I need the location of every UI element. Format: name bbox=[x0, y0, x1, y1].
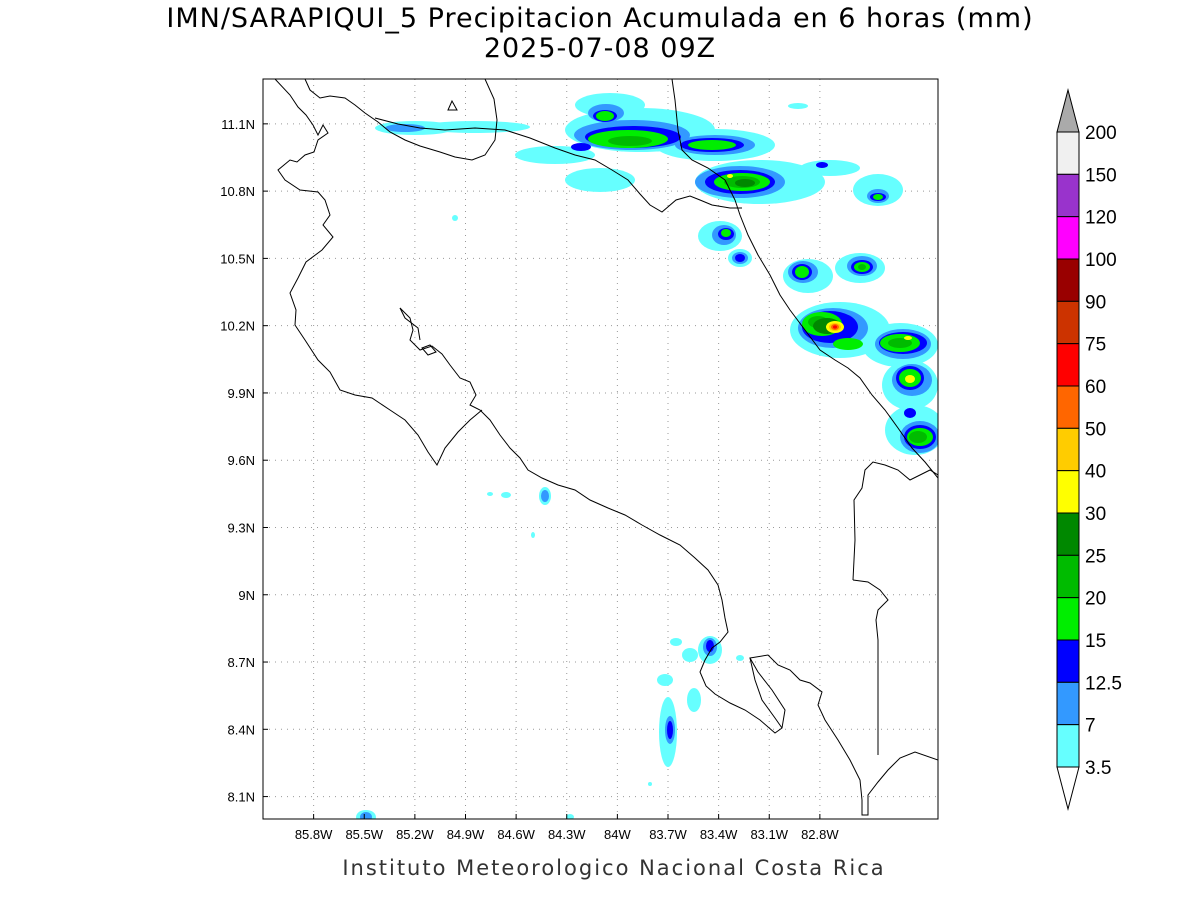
colorbar-label: 120 bbox=[1085, 208, 1117, 229]
map-background bbox=[263, 79, 938, 819]
map-title: IMN/SARAPIQUI_5 Precipitacion Acumulada … bbox=[166, 3, 1034, 34]
colorbar-box bbox=[1056, 470, 1080, 514]
colorbar-label: 3.5 bbox=[1085, 758, 1111, 779]
precipitation-field bbox=[356, 93, 938, 819]
colorbar-label: 20 bbox=[1085, 589, 1106, 610]
colorbar-box bbox=[1056, 216, 1080, 260]
colorbar-label: 100 bbox=[1085, 250, 1117, 271]
colorbar: 3.5 7 12.5 15 20 25 30 40 50 60 75 90 100 120 150 200 bbox=[1056, 88, 1122, 811]
x-tick-label: 82.8W bbox=[801, 827, 839, 842]
rio-san-juan-east bbox=[671, 79, 736, 201]
x-tick-label: 84.6W bbox=[497, 827, 535, 842]
colorbar-box bbox=[1056, 639, 1080, 683]
colorbar-label: 200 bbox=[1085, 123, 1117, 144]
x-tick-label: 85.8W bbox=[295, 827, 333, 842]
colorbar-box bbox=[1056, 512, 1080, 556]
colorbar-box bbox=[1056, 554, 1080, 599]
y-tick-label: 8.7N bbox=[228, 655, 255, 670]
y-tick-label: 9.6N bbox=[228, 453, 255, 468]
colorbar-label: 60 bbox=[1085, 377, 1106, 398]
colorbar-label: 30 bbox=[1085, 504, 1106, 525]
colorbar-box bbox=[1056, 258, 1080, 302]
nicoya-peninsula-and-gulf bbox=[399, 307, 938, 816]
colorbar-label: 50 bbox=[1085, 419, 1106, 440]
lake-nicaragua-shore bbox=[304, 79, 498, 161]
y-tick-label: 10.2N bbox=[220, 319, 255, 334]
x-tick-label: 83.7W bbox=[649, 827, 687, 842]
y-tick-label: 9.9N bbox=[228, 386, 255, 401]
panama-border bbox=[852, 461, 938, 581]
colorbar-box bbox=[1056, 385, 1080, 429]
colorbar-label: 15 bbox=[1085, 631, 1106, 652]
x-tick-label: 83.1W bbox=[750, 827, 788, 842]
osa-peninsula bbox=[749, 657, 783, 729]
coastlines-and-borders bbox=[274, 79, 938, 816]
y-tick-label: 11.1N bbox=[221, 117, 255, 132]
nicoya-gulf-island bbox=[421, 344, 437, 356]
y-tick-label: 9.3N bbox=[228, 520, 255, 535]
colorbar-label: 90 bbox=[1085, 292, 1106, 313]
colorbar-box bbox=[1056, 427, 1080, 472]
map-subtitle-datetime: 2025-07-08 09Z bbox=[483, 33, 717, 64]
x-tick-label: 84.3W bbox=[548, 827, 586, 842]
x-tick-label: 83.4W bbox=[700, 827, 738, 842]
colorbar-box bbox=[1056, 300, 1080, 345]
colorbar-label: 25 bbox=[1085, 546, 1106, 567]
y-tick-label: 10.8N bbox=[220, 184, 255, 199]
caribbean-coast bbox=[734, 199, 938, 479]
small-island-north bbox=[447, 99, 458, 111]
colorbar-box bbox=[1056, 173, 1080, 218]
nicaragua-pacific-coast bbox=[274, 79, 483, 466]
panama-border-south bbox=[852, 579, 889, 755]
latitude-axis: 11.1N 10.8N 10.5N 10.2N 9.9N 9.6N 9.3N 9N 8.7N 8.… bbox=[220, 117, 268, 805]
x-tick-label: 85.2W bbox=[396, 827, 434, 842]
colorbar-label: 40 bbox=[1085, 462, 1106, 483]
y-tick-label: 8.4N bbox=[228, 722, 255, 737]
colorbar-label: 150 bbox=[1085, 165, 1117, 186]
colorbar-bottom-arrow bbox=[1056, 766, 1080, 811]
x-tick-label: 84.9W bbox=[447, 827, 485, 842]
footer-credit: Instituto Meteorologico Nacional Costa R… bbox=[342, 856, 886, 880]
colorbar-box bbox=[1056, 681, 1080, 726]
colorbar-label: 7 bbox=[1085, 716, 1096, 737]
colorbar-label: 75 bbox=[1085, 335, 1106, 356]
precip-level-60 bbox=[833, 325, 837, 329]
y-tick-label: 10.5N bbox=[220, 251, 255, 266]
longitude-axis: 85.8W 85.5W 85.2W 84.9W 84.6W 84.3W 84W 83.7W 83… bbox=[295, 814, 839, 842]
nicaragua-costa-rica-border bbox=[374, 117, 742, 213]
colorbar-label: 12.5 bbox=[1085, 673, 1122, 694]
gulf-inner-coast bbox=[399, 307, 421, 341]
colorbar-box bbox=[1056, 597, 1080, 641]
x-tick-label: 85.5W bbox=[345, 827, 383, 842]
colorbar-box bbox=[1056, 343, 1080, 387]
colorbar-box bbox=[1056, 724, 1080, 768]
colorbar-top-arrow bbox=[1056, 88, 1080, 133]
colorbar-box bbox=[1056, 131, 1080, 175]
y-tick-label: 8.1N bbox=[228, 790, 255, 805]
y-tick-label: 9N bbox=[238, 588, 255, 603]
map-frame bbox=[262, 78, 939, 820]
x-tick-label: 84W bbox=[604, 827, 631, 842]
